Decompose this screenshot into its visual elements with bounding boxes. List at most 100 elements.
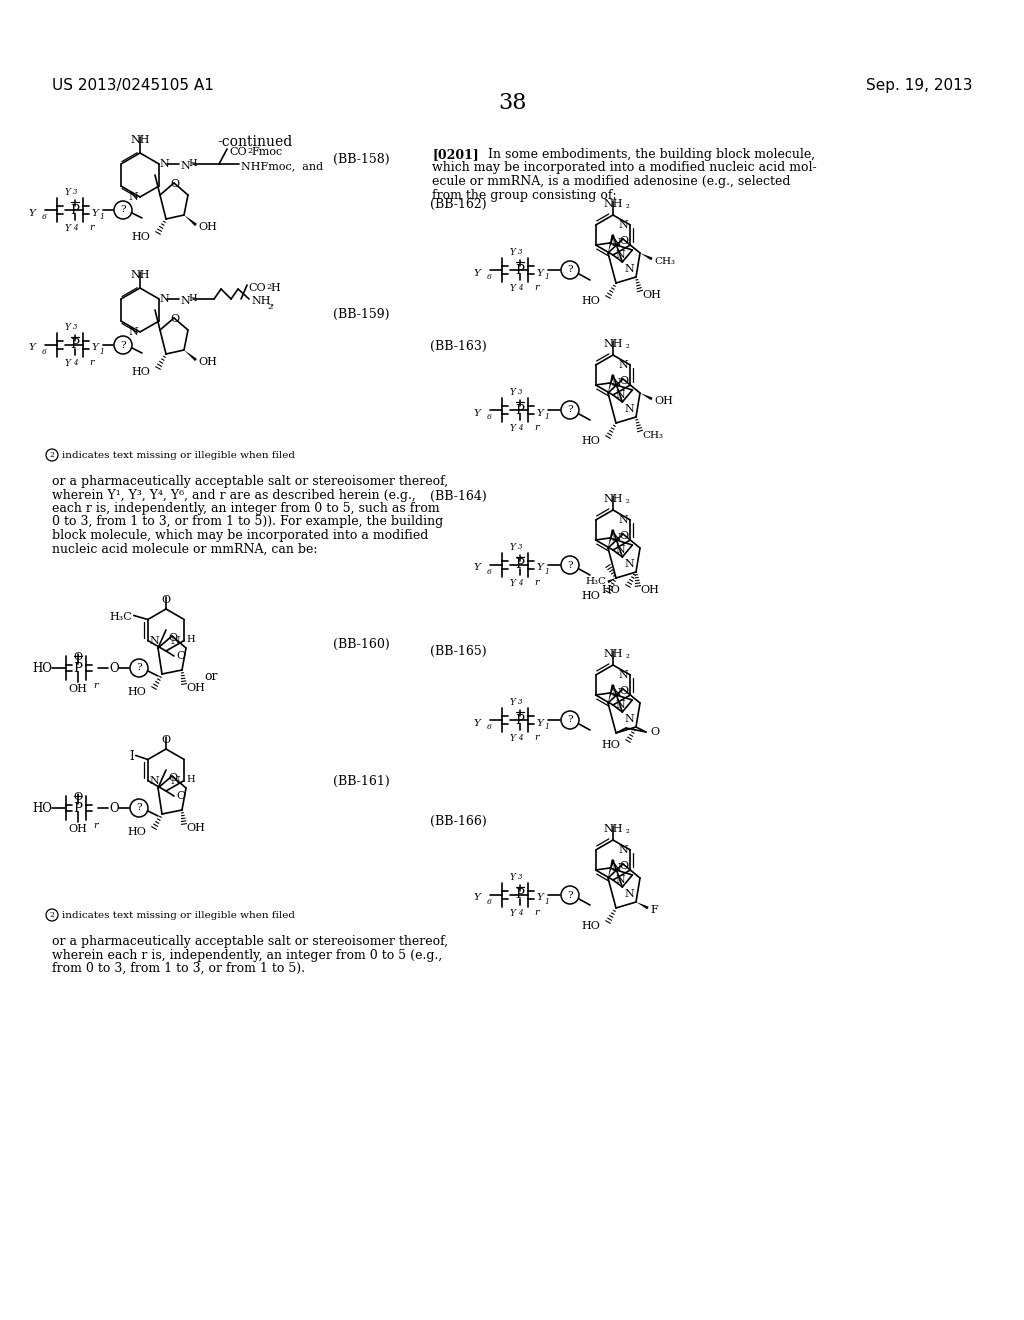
Text: 3: 3: [73, 187, 78, 195]
Text: OH: OH: [640, 585, 658, 595]
Text: Y: Y: [510, 909, 516, 917]
Text: 4: 4: [73, 224, 78, 232]
Text: ecule or mmRNA, is a modified adenosine (e.g., selected: ecule or mmRNA, is a modified adenosine …: [432, 176, 791, 187]
Text: wherein each r is, independently, an integer from 0 to 5 (e.g.,: wherein each r is, independently, an int…: [52, 949, 442, 961]
Text: ₂: ₂: [626, 496, 630, 506]
Text: 1: 1: [99, 213, 103, 220]
Polygon shape: [608, 859, 614, 878]
Text: r: r: [534, 733, 539, 742]
Text: NH: NH: [603, 649, 623, 659]
Text: OH: OH: [642, 290, 660, 300]
Text: Y: Y: [510, 698, 516, 708]
Text: r: r: [89, 223, 93, 232]
Text: Y: Y: [473, 408, 480, 417]
Text: HO: HO: [601, 741, 620, 750]
Text: Y: Y: [91, 209, 98, 218]
Text: O: O: [170, 180, 179, 189]
Text: Y: Y: [91, 343, 98, 352]
Polygon shape: [636, 902, 648, 909]
Text: N: N: [150, 635, 160, 645]
Text: or: or: [204, 669, 217, 682]
Text: Y: Y: [473, 894, 480, 903]
Text: block molecule, which may be incorporated into a modified: block molecule, which may be incorporate…: [52, 529, 428, 543]
Text: N: N: [625, 558, 634, 569]
Text: r: r: [89, 358, 93, 367]
Text: NHFmoc,  and: NHFmoc, and: [241, 161, 324, 172]
Text: 3: 3: [518, 698, 522, 706]
Text: ,: ,: [271, 296, 274, 306]
Text: 2: 2: [49, 451, 54, 459]
Text: ₂: ₂: [626, 651, 630, 660]
Text: O: O: [650, 727, 659, 737]
Text: O: O: [176, 651, 185, 661]
Text: ?: ?: [567, 405, 572, 414]
Text: H: H: [188, 158, 197, 168]
Text: P: P: [515, 714, 524, 726]
Text: ₂: ₂: [626, 201, 630, 210]
Text: Y: Y: [510, 734, 516, 743]
Text: H: H: [270, 282, 280, 293]
Text: (BB-159): (BB-159): [334, 308, 390, 321]
Text: N: N: [618, 671, 629, 680]
Text: O: O: [170, 314, 179, 323]
Text: Fmoc: Fmoc: [251, 147, 283, 157]
Text: N: N: [625, 264, 634, 275]
Text: 6: 6: [487, 898, 492, 906]
Polygon shape: [640, 253, 652, 260]
Text: ?: ?: [567, 561, 572, 569]
Text: HO: HO: [32, 801, 52, 814]
Text: Y: Y: [536, 564, 543, 573]
Text: HO: HO: [127, 686, 146, 697]
Text: ?: ?: [120, 206, 126, 214]
Text: OH: OH: [654, 396, 673, 407]
Text: ?: ?: [120, 341, 126, 350]
Text: 4: 4: [518, 909, 522, 917]
Text: Y: Y: [65, 359, 71, 368]
Text: (BB-161): (BB-161): [333, 775, 390, 788]
Text: HO: HO: [601, 585, 620, 595]
Text: OH: OH: [69, 684, 87, 694]
Text: N: N: [128, 327, 138, 337]
Text: ₂: ₂: [626, 341, 630, 350]
Text: nucleic acid molecule or mmRNA, can be:: nucleic acid molecule or mmRNA, can be:: [52, 543, 317, 556]
Text: 3: 3: [518, 388, 522, 396]
Text: 3: 3: [518, 873, 522, 880]
Text: Y: Y: [473, 268, 480, 277]
Text: Y: Y: [510, 424, 516, 433]
Text: N: N: [618, 845, 629, 855]
Text: ?: ?: [567, 715, 572, 725]
Text: r: r: [534, 282, 539, 292]
Text: US 2013/0245105 A1: US 2013/0245105 A1: [52, 78, 214, 92]
Text: -continued: -continued: [217, 135, 293, 149]
Text: (BB-162): (BB-162): [430, 198, 486, 211]
Text: NH: NH: [603, 199, 623, 209]
Text: P: P: [74, 661, 83, 675]
Text: 2: 2: [247, 147, 252, 154]
Text: r: r: [534, 908, 539, 917]
Text: ?: ?: [567, 265, 572, 275]
Text: 4: 4: [518, 284, 522, 292]
Text: 1: 1: [544, 273, 549, 281]
Text: O: O: [109, 801, 119, 814]
Text: O: O: [162, 595, 171, 605]
Text: HO: HO: [32, 661, 52, 675]
Text: Y: Y: [536, 718, 543, 727]
Text: N: N: [618, 220, 629, 230]
Text: each r is, independently, an integer from 0 to 5, such as from: each r is, independently, an integer fro…: [52, 502, 439, 515]
Text: P: P: [515, 888, 524, 902]
Text: (BB-165): (BB-165): [430, 645, 486, 657]
Text: 4: 4: [518, 424, 522, 432]
Text: Y: Y: [65, 224, 71, 234]
Text: O: O: [74, 792, 83, 803]
Text: r: r: [93, 821, 97, 830]
Text: N: N: [615, 700, 625, 710]
Text: indicates text missing or illegible when filed: indicates text missing or illegible when…: [62, 450, 295, 459]
Text: NH: NH: [251, 296, 270, 306]
Text: O: O: [620, 861, 629, 871]
Text: 4: 4: [73, 359, 78, 367]
Text: 1: 1: [544, 898, 549, 906]
Text: O: O: [162, 735, 171, 744]
Text: O: O: [620, 376, 629, 385]
Text: (BB-166): (BB-166): [430, 814, 486, 828]
Text: 6: 6: [42, 348, 47, 356]
